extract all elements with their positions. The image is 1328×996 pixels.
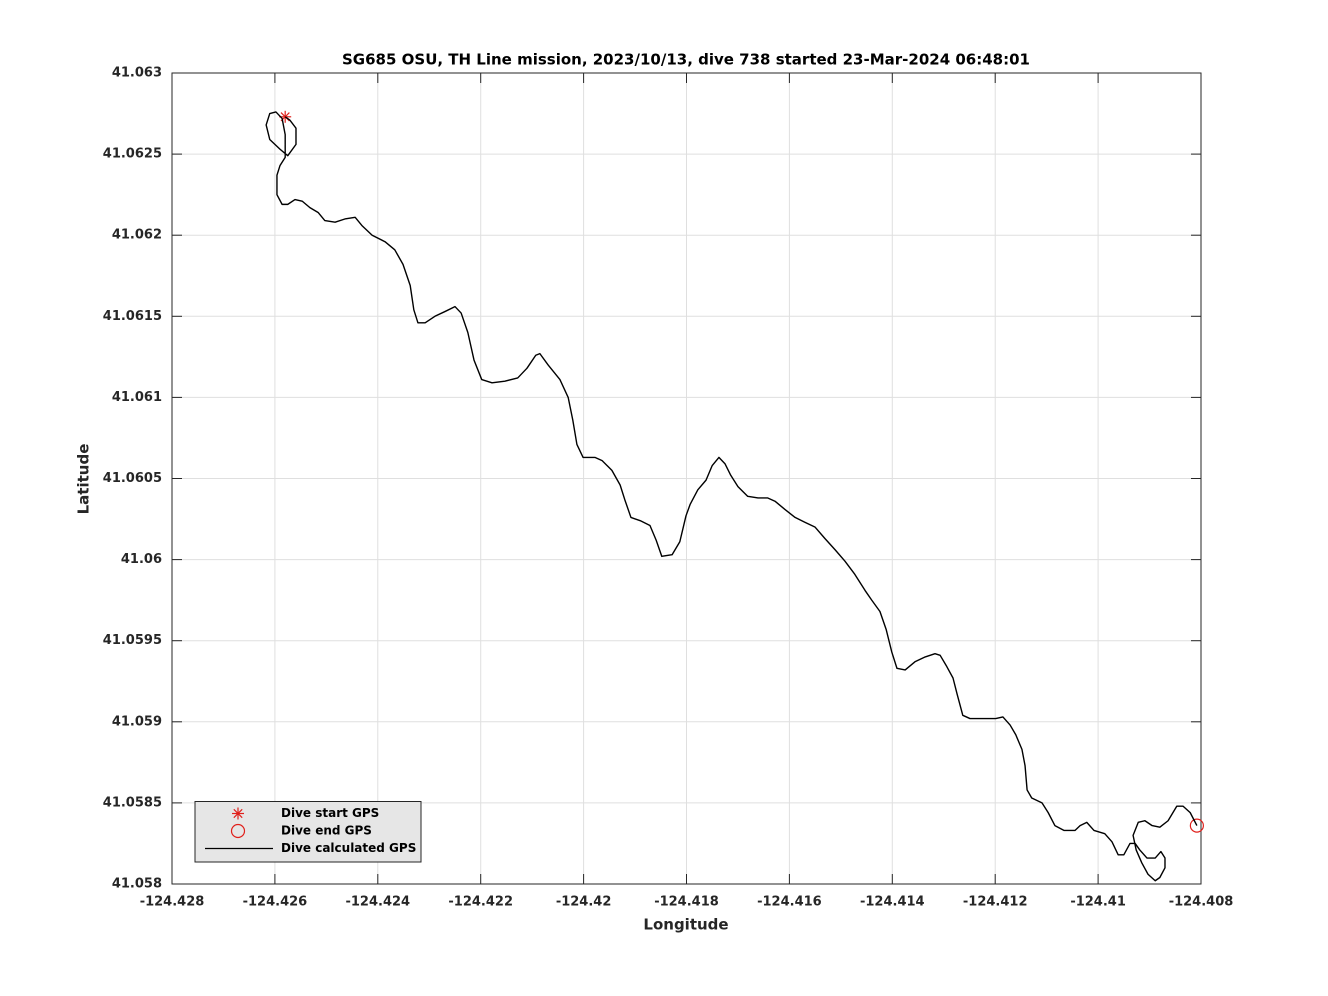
y-tick-label: 41.062: [112, 228, 162, 243]
y-tick-label: 41.0595: [103, 633, 162, 648]
marker-circle: [230, 823, 246, 839]
x-tick-label: -124.414: [860, 895, 925, 910]
y-tick-label: 41.061: [112, 390, 162, 405]
x-tick-label: -124.412: [963, 895, 1028, 910]
y-tick-label: 41.0605: [103, 471, 162, 486]
y-tick-label: 41.06: [121, 552, 162, 567]
y-tick-label: 41.059: [112, 714, 162, 729]
track-line: [265, 111, 1198, 882]
chart-title: SG685 OSU, TH Line mission, 2023/10/13, …: [342, 51, 1030, 69]
y-axis-label: Latitude: [75, 444, 93, 515]
y-tick-label: 41.063: [112, 66, 162, 81]
x-axis-label: Longitude: [643, 916, 728, 934]
legend-label: Dive calculated GPS: [281, 841, 416, 855]
x-tick-label: -124.428: [140, 895, 205, 910]
point-marker: [1189, 818, 1204, 833]
plot-frame: [171, 72, 1202, 885]
x-tick-label: -124.408: [1169, 895, 1234, 910]
x-tick-label: -124.426: [243, 895, 308, 910]
x-tick-label: -124.416: [757, 895, 822, 910]
x-tick-label: -124.42: [556, 895, 612, 910]
legend-entry: Dive end GPS: [230, 823, 372, 839]
y-tick-label: 41.058: [112, 877, 162, 892]
y-tick-label: 41.0615: [103, 309, 162, 324]
marker-circle: [1189, 818, 1204, 833]
legend-label: Dive end GPS: [281, 824, 372, 838]
marker-stroke: [233, 808, 243, 819]
legend-box: [194, 801, 422, 863]
x-tick-label: -124.418: [654, 895, 719, 910]
x-tick-label: -124.41: [1070, 895, 1126, 910]
legend: Dive start GPS Dive end GPS Dive calculate…: [194, 801, 422, 863]
y-tick-label: 41.0625: [103, 147, 162, 162]
y-tick-label: 41.0585: [103, 795, 162, 810]
x-tick-label: -124.424: [345, 895, 410, 910]
legend-label: Dive start GPS: [281, 806, 379, 820]
legend-entry: Dive calculated GPS: [205, 841, 416, 855]
legend-entry: Dive start GPS: [232, 806, 379, 820]
x-tick-label: -124.422: [448, 895, 513, 910]
